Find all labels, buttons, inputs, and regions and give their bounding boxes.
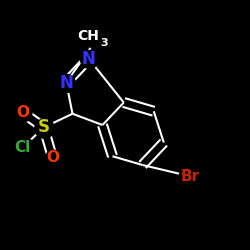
- Text: N: N: [59, 74, 73, 92]
- Text: Cl: Cl: [14, 140, 30, 155]
- Text: N: N: [82, 50, 96, 68]
- Text: Br: Br: [180, 169, 200, 184]
- Text: S: S: [38, 118, 50, 136]
- Text: O: O: [16, 105, 29, 120]
- Text: 3: 3: [100, 38, 108, 48]
- Text: CH: CH: [77, 29, 99, 43]
- Text: O: O: [46, 150, 59, 165]
